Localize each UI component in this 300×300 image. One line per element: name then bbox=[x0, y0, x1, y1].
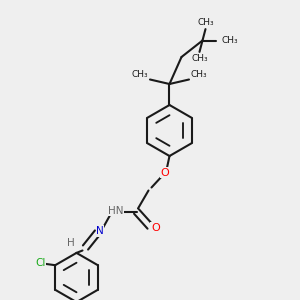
Text: N: N bbox=[96, 226, 104, 236]
Text: CH₃: CH₃ bbox=[190, 70, 207, 79]
Text: H: H bbox=[67, 238, 75, 248]
Text: CH₃: CH₃ bbox=[197, 18, 214, 27]
Text: HN: HN bbox=[108, 206, 124, 216]
Text: Cl: Cl bbox=[35, 258, 45, 268]
Text: CH₃: CH₃ bbox=[222, 36, 238, 45]
Text: O: O bbox=[151, 223, 160, 233]
Text: CH₃: CH₃ bbox=[191, 54, 208, 63]
Text: CH₃: CH₃ bbox=[132, 70, 148, 79]
Text: O: O bbox=[160, 167, 169, 178]
